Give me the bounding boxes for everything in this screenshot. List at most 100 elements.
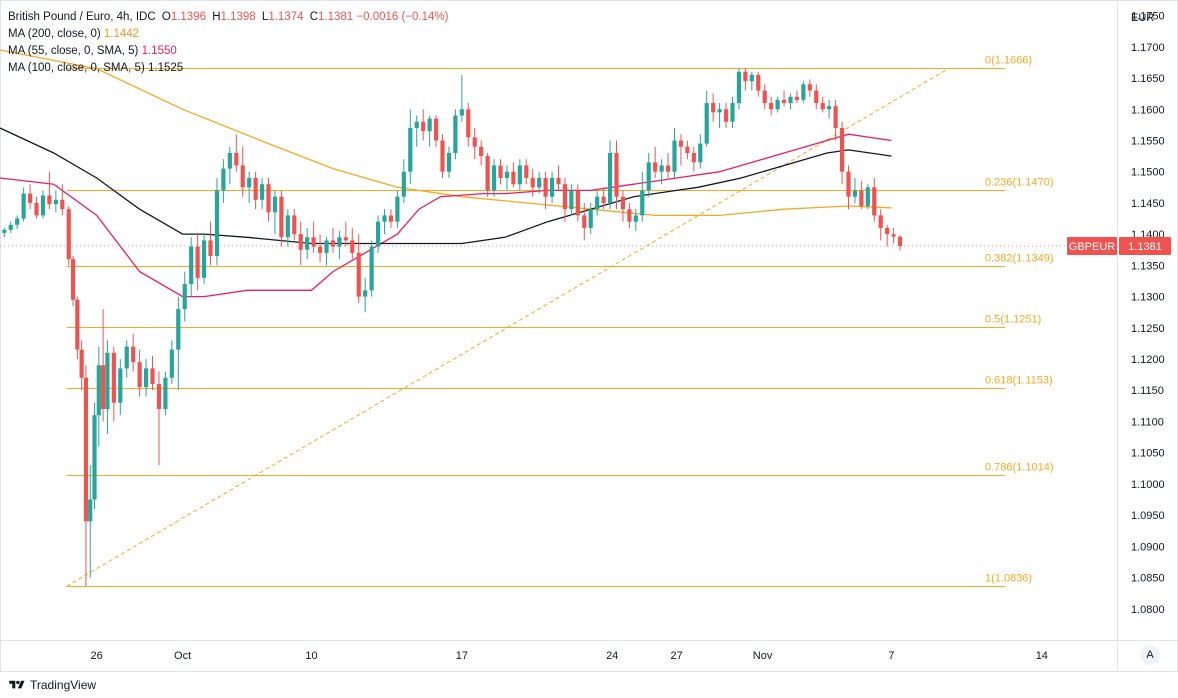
candle-body <box>575 190 580 216</box>
candle-body <box>363 290 368 297</box>
candle-body <box>2 229 7 233</box>
candle-body <box>524 165 529 178</box>
candle <box>131 334 136 372</box>
candle-body <box>305 237 310 250</box>
candle <box>678 134 684 166</box>
candle <box>769 96 774 116</box>
candle <box>298 221 303 266</box>
legend-ma55-row[interactable]: MA (55, close, 0, SMA, 5) 1.1550 <box>8 43 448 60</box>
candle-body <box>569 190 574 210</box>
x-tick-label: 14 <box>1036 650 1048 662</box>
candle-body <box>878 215 883 228</box>
candle <box>272 190 278 235</box>
candle-body <box>150 368 155 384</box>
candle-body <box>285 215 290 238</box>
candle-body <box>137 362 142 388</box>
candle-body <box>537 177 542 188</box>
candle-body <box>208 240 213 256</box>
candle-body <box>833 106 838 128</box>
candle <box>582 202 587 241</box>
candle-body <box>189 246 194 285</box>
candle-body <box>872 187 877 216</box>
candle-body <box>749 74 754 82</box>
candle <box>330 227 336 253</box>
footer-brand: TradingView <box>30 678 97 692</box>
candle <box>852 177 858 203</box>
candle-body <box>440 140 445 172</box>
candle-body <box>356 252 361 297</box>
candle <box>556 165 561 191</box>
candle <box>15 215 20 230</box>
candle-body <box>221 168 226 191</box>
candle-body <box>15 218 20 225</box>
y-tick-label: 1.1000 <box>1131 479 1165 491</box>
candle <box>549 171 555 203</box>
auto-scale-button[interactable]: A <box>1140 645 1160 665</box>
legend-ma55-value: 1.1550 <box>141 45 177 57</box>
candle <box>240 146 245 197</box>
chart-legend: British Pound / Euro, 4h, IDC O1.1396 H1… <box>8 9 448 77</box>
candle-body <box>865 187 870 207</box>
fib-level-label: 0.618(1.1153) <box>985 375 1053 387</box>
fib-trend-line <box>66 67 950 587</box>
candle <box>395 190 400 228</box>
candle <box>408 109 413 185</box>
tradingview-logo[interactable]: TradingView <box>8 678 96 692</box>
candle-body <box>859 190 864 207</box>
candle <box>253 171 258 210</box>
candle-body <box>588 209 593 228</box>
candle <box>324 237 329 266</box>
x-tick-label: Oct <box>174 650 191 662</box>
candle <box>723 103 729 128</box>
candle <box>40 190 46 219</box>
candle-body <box>369 246 374 291</box>
candle-body <box>459 109 464 116</box>
candle <box>34 196 39 219</box>
candle-body <box>111 352 116 403</box>
candle-body <box>582 215 587 228</box>
candle-body <box>298 234 303 250</box>
legend-ma100-label: MA (100, close, 0, SMA, 5) <box>8 62 145 74</box>
y-tick-label: 1.1700 <box>1131 42 1165 54</box>
candle-body <box>337 237 342 247</box>
candle <box>672 128 677 178</box>
x-tick-label: 24 <box>606 650 618 662</box>
y-tick-label: 1.1550 <box>1131 135 1165 147</box>
candle-body <box>691 152 696 163</box>
candle <box>101 309 106 422</box>
candle-body <box>665 165 671 172</box>
candle-body <box>240 165 245 188</box>
candle-body <box>330 240 336 247</box>
candle <box>543 171 548 210</box>
legend-ma100-row[interactable]: MA (100, close, 0, SMA, 5) 1.1525 <box>8 60 448 77</box>
axis-currency-label: EUR <box>1131 12 1154 24</box>
candle-body <box>704 103 709 144</box>
candle <box>640 171 645 222</box>
fib-level-label: 0(1.1666) <box>985 55 1032 67</box>
x-tick-label: 27 <box>671 650 683 662</box>
legend-symbol-row: British Pound / Euro, 4h, IDC O1.1396 H1… <box>8 9 448 26</box>
candle-body <box>34 202 39 216</box>
candle-body <box>21 193 26 219</box>
symbol-tag-bg <box>1067 237 1117 256</box>
candle <box>259 177 265 210</box>
y-tick-label: 1.1750 <box>1131 11 1165 23</box>
candle-body <box>96 365 101 416</box>
candle-body <box>101 365 106 409</box>
candle <box>337 231 342 260</box>
fib-level-label: 1(1.0836) <box>985 573 1032 585</box>
y-tick-label: 1.1050 <box>1131 448 1165 460</box>
candle-body <box>620 196 626 210</box>
legend-ma200-row[interactable]: MA (200, close, 0) 1.1442 <box>8 26 448 43</box>
candle-body <box>118 368 123 403</box>
candle-body <box>201 240 207 278</box>
candle <box>575 184 580 222</box>
candle-body <box>124 346 129 369</box>
candle <box>227 146 232 185</box>
x-tick-label: Nov <box>753 650 773 662</box>
legend-open-label: O <box>161 11 171 23</box>
y-tick-label: 1.1100 <box>1131 416 1164 428</box>
candle-body <box>723 109 729 122</box>
candle-body <box>414 121 419 128</box>
